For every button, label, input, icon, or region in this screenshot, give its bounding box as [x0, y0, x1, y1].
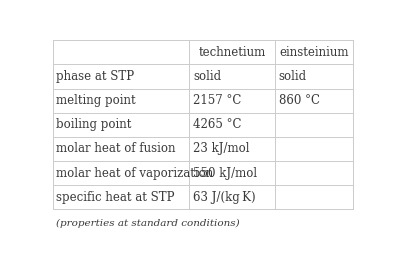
Text: 23 kJ/mol: 23 kJ/mol	[193, 143, 249, 155]
Text: 2157 °C: 2157 °C	[193, 94, 242, 107]
Text: (properties at standard conditions): (properties at standard conditions)	[56, 219, 240, 228]
Text: boiling point: boiling point	[56, 118, 131, 131]
Text: solid: solid	[279, 70, 307, 83]
Text: melting point: melting point	[56, 94, 136, 107]
Text: technetium: technetium	[199, 46, 266, 59]
Text: 63 J/(kg K): 63 J/(kg K)	[193, 191, 256, 204]
Text: 550 kJ/mol: 550 kJ/mol	[193, 167, 257, 180]
Text: 4265 °C: 4265 °C	[193, 118, 242, 131]
Text: 860 °C: 860 °C	[279, 94, 320, 107]
Text: einsteinium: einsteinium	[280, 46, 349, 59]
Text: solid: solid	[193, 70, 221, 83]
Text: molar heat of fusion: molar heat of fusion	[56, 143, 176, 155]
Text: specific heat at STP: specific heat at STP	[56, 191, 175, 204]
Text: molar heat of vaporization: molar heat of vaporization	[56, 167, 213, 180]
Text: phase at STP: phase at STP	[56, 70, 134, 83]
